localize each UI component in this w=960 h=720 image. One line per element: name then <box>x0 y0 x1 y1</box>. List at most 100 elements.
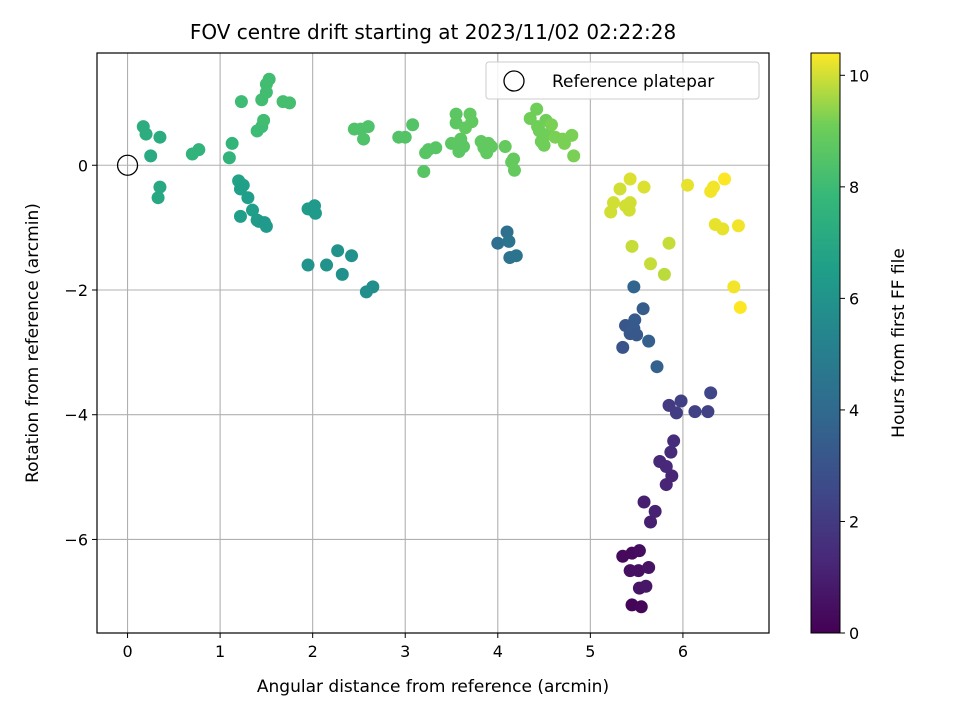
data-point <box>731 219 745 233</box>
y-tick-label: −4 <box>64 406 88 425</box>
data-point <box>664 445 678 459</box>
data-point <box>505 155 519 169</box>
data-point <box>623 172 637 186</box>
x-tick-label: 0 <box>122 642 132 661</box>
grid-lines <box>97 53 769 633</box>
x-tick-label: 1 <box>215 642 225 661</box>
colorbar-ticks: 0 2 4 6 8 10 <box>840 66 869 643</box>
data-point <box>308 206 322 220</box>
data-point <box>681 178 695 192</box>
data-point <box>630 328 644 342</box>
data-point <box>465 115 479 129</box>
x-tick-label: 2 <box>308 642 318 661</box>
colorbar-tick-label: 10 <box>849 66 869 85</box>
data-point <box>357 132 371 146</box>
colorbar <box>810 52 841 634</box>
reference-platepar-marker <box>116 154 139 176</box>
data-point <box>606 196 620 210</box>
data-point <box>361 120 375 134</box>
data-point <box>625 239 639 253</box>
data-point <box>259 219 273 233</box>
data-point <box>398 130 412 144</box>
legend-marker-open-circle <box>503 70 525 92</box>
data-point <box>718 172 732 186</box>
data-point <box>727 280 741 294</box>
x-axis-label: Angular distance from reference (arcmin) <box>257 677 609 697</box>
data-point <box>648 504 662 518</box>
data-point <box>417 164 431 178</box>
data-point <box>257 113 271 127</box>
data-point <box>706 180 720 194</box>
data-point <box>502 234 516 248</box>
data-point <box>236 178 250 192</box>
data-point <box>613 182 627 196</box>
data-point <box>509 249 523 263</box>
data-point <box>623 196 637 210</box>
data-point <box>644 515 658 529</box>
data-point <box>225 136 239 150</box>
x-tick-label: 5 <box>585 642 595 661</box>
y-tick-label: 0 <box>78 156 88 175</box>
legend: Reference platepar <box>485 61 760 100</box>
data-point <box>634 600 648 614</box>
data-point <box>301 258 315 272</box>
data-point <box>366 280 380 294</box>
colorbar-tick-label: 0 <box>849 624 859 643</box>
y-tick-label: −6 <box>64 530 88 549</box>
colorbar-label: Hours from first FF file <box>889 248 909 438</box>
reference-marker <box>116 154 139 176</box>
data-point <box>537 138 551 152</box>
data-point <box>642 334 656 348</box>
data-point <box>491 236 505 250</box>
plot-frame <box>96 52 770 634</box>
data-point <box>246 203 260 217</box>
data-point <box>616 340 630 354</box>
data-point <box>733 300 747 314</box>
x-tick-label: 3 <box>400 642 410 661</box>
data-point <box>704 386 718 400</box>
data-point <box>637 180 651 194</box>
y-axis-ticks: −6 −4 −2 0 <box>64 156 97 549</box>
data-point <box>544 118 558 132</box>
data-point <box>657 267 671 281</box>
data-point <box>457 140 471 154</box>
data-point <box>151 191 165 205</box>
data-point <box>667 434 681 448</box>
data-point <box>498 140 512 154</box>
y-axis-label: Rotation from reference (arcmin) <box>23 203 43 483</box>
data-point <box>567 149 581 163</box>
data-point <box>283 96 297 110</box>
data-point <box>565 128 579 142</box>
legend-label-reference-platepar: Reference platepar <box>552 72 714 92</box>
data-point <box>331 244 345 258</box>
data-point <box>639 579 653 593</box>
data-point <box>632 544 646 558</box>
data-point <box>429 141 443 155</box>
data-point <box>674 394 688 408</box>
data-point <box>665 469 679 483</box>
data-point <box>650 360 664 374</box>
data-point <box>716 222 730 236</box>
data-point <box>669 406 683 420</box>
data-point <box>653 454 667 468</box>
y-tick-label: −2 <box>64 281 88 300</box>
data-point <box>153 180 167 194</box>
data-point <box>662 236 676 250</box>
data-point <box>192 143 206 157</box>
data-point <box>234 95 248 109</box>
colorbar-tick-label: 8 <box>849 178 859 197</box>
data-point <box>222 151 236 165</box>
data-point <box>153 130 167 144</box>
data-point <box>484 140 498 154</box>
colorbar-tick-label: 4 <box>849 401 859 420</box>
data-point <box>631 564 645 578</box>
data-point <box>335 267 349 281</box>
data-point <box>320 258 334 272</box>
data-point <box>636 302 650 316</box>
colorbar-tick-label: 6 <box>849 289 859 308</box>
x-tick-label: 6 <box>678 642 688 661</box>
data-point <box>642 561 656 575</box>
x-axis-ticks: 0 1 2 3 4 5 6 <box>122 633 688 661</box>
data-point <box>345 249 359 263</box>
